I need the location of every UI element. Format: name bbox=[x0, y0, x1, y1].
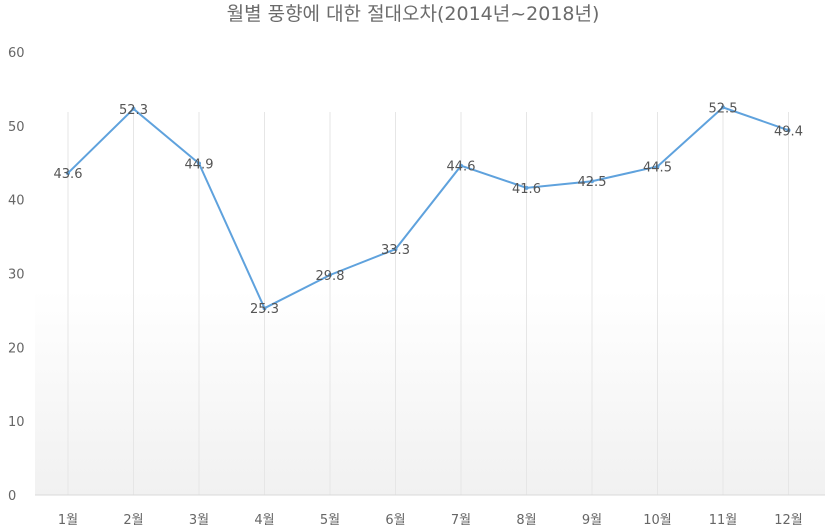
data-point bbox=[66, 171, 70, 176]
x-tick-label: 5월 bbox=[320, 513, 340, 528]
x-tick-label: 6월 bbox=[385, 513, 405, 528]
data-label: 41.6 bbox=[512, 182, 541, 197]
x-tick-label: 1월 bbox=[58, 513, 78, 528]
data-label: 29.8 bbox=[316, 269, 345, 284]
series-line bbox=[67, 106, 789, 310]
x-tick-label: 9월 bbox=[582, 513, 602, 528]
data-label: 43.6 bbox=[54, 167, 83, 182]
data-label: 49.4 bbox=[774, 124, 803, 139]
data-point bbox=[393, 247, 398, 252]
data-label: 25.3 bbox=[250, 302, 279, 317]
x-tick-label: 7월 bbox=[451, 513, 471, 528]
data-point bbox=[786, 128, 791, 133]
data-label: 42.5 bbox=[578, 175, 607, 190]
x-tick-label: 11월 bbox=[709, 513, 738, 528]
y-tick-label: 50 bbox=[8, 120, 25, 135]
x-tick-label: 8월 bbox=[516, 513, 536, 528]
y-tick-label: 20 bbox=[8, 341, 25, 356]
grid-lines bbox=[67, 112, 789, 495]
data-point bbox=[721, 105, 725, 110]
data-point bbox=[590, 179, 594, 184]
x-axis-ticks: 1월 2월 3월 4월 5월 6월 7월 8월 9월 10월 11월 12월 bbox=[58, 513, 803, 528]
y-tick-label: 40 bbox=[8, 194, 25, 209]
y-axis-ticks: 0 10 20 30 40 50 60 bbox=[8, 46, 25, 504]
data-point bbox=[459, 163, 463, 168]
y-tick-label: 10 bbox=[8, 415, 25, 430]
y-tick-label: 60 bbox=[8, 46, 25, 61]
data-point bbox=[131, 106, 136, 111]
data-point bbox=[655, 164, 660, 169]
data-label: 52.3 bbox=[119, 103, 148, 118]
series-layer bbox=[66, 105, 791, 311]
x-tick-label: 3월 bbox=[189, 513, 209, 528]
x-tick-label: 12월 bbox=[774, 513, 803, 528]
data-label: 44.6 bbox=[447, 160, 476, 175]
data-labels: 43.6 52.3 44.9 25.3 29.8 33.3 44.6 41.6 42.5 44.5… bbox=[54, 101, 803, 317]
x-tick-label: 2월 bbox=[123, 513, 143, 528]
data-point bbox=[328, 272, 332, 277]
data-point bbox=[524, 185, 529, 190]
plot-background bbox=[35, 290, 825, 495]
x-tick-label: 4월 bbox=[254, 513, 274, 528]
y-tick-label: 0 bbox=[8, 489, 16, 504]
x-tick-label: 10월 bbox=[643, 513, 672, 528]
data-label: 52.5 bbox=[709, 101, 738, 116]
chart-title: 월별 풍향에 대한 절대오차(2014년~2018년) bbox=[227, 3, 600, 25]
data-label: 44.5 bbox=[643, 160, 672, 175]
data-point bbox=[262, 306, 267, 311]
data-label: 44.9 bbox=[185, 157, 214, 172]
y-tick-label: 30 bbox=[8, 268, 25, 283]
data-label: 33.3 bbox=[381, 243, 410, 258]
data-point bbox=[197, 161, 201, 166]
